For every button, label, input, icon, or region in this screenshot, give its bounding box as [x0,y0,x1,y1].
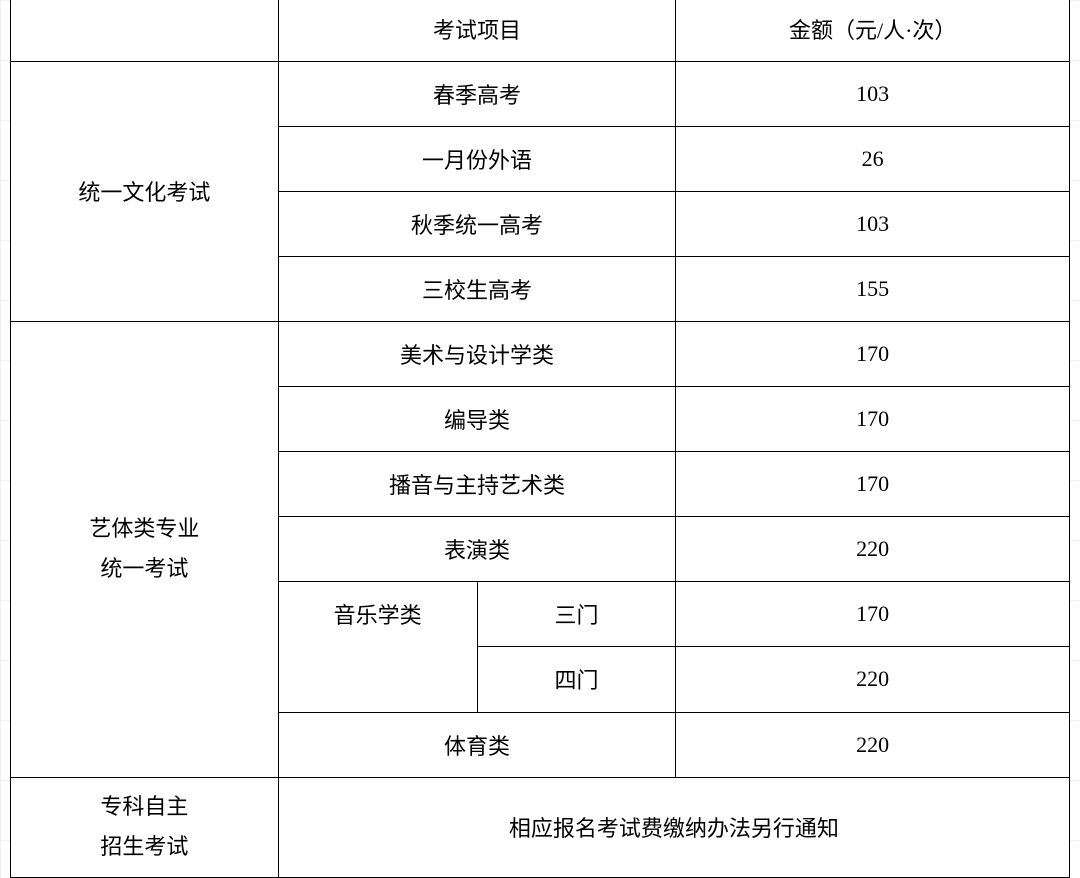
header-amount: 金额（元/人·次） [676,0,1070,61]
music-sub1: 三门 [477,582,675,647]
category-line2: 招生考试 [100,834,188,859]
item-cell: 编导类 [278,386,676,451]
item-cell: 体育类 [278,712,676,777]
header-category [11,0,279,61]
item-cell: 一月份外语 [278,126,676,191]
item-cell: 春季高考 [278,61,676,126]
category-cell-unified-culture: 统一文化考试 [11,61,279,321]
amount-cell: 155 [676,256,1070,321]
amount-cell: 220 [676,712,1070,777]
category-line1: 专科自主 [100,794,188,819]
amount-cell: 220 [676,516,1070,581]
fee-table: 考试项目 金额（元/人·次） 统一文化考试 春季高考 103 一月份外语 26 … [10,0,1070,878]
amount-cell: 103 [676,61,1070,126]
category-cell-vocational: 专科自主 招生考试 [11,777,279,877]
item-cell: 三校生高考 [278,256,676,321]
amount-cell: 170 [676,581,1070,647]
item-cell: 表演类 [278,516,676,581]
table-row: 专科自主 招生考试 相应报名考试费缴纳办法另行通知 [11,777,1070,877]
category-line2: 统一考试 [100,556,188,581]
item-cell: 秋季统一高考 [278,191,676,256]
amount-cell: 26 [676,126,1070,191]
item-cell: 播音与主持艺术类 [278,451,676,516]
category-cell-arts-sports: 艺体类专业 统一考试 [11,321,279,777]
table-row: 艺体类专业 统一考试 美术与设计学类 170 [11,321,1070,386]
music-label: 音乐学类 [279,582,477,647]
amount-cell: 170 [676,321,1070,386]
header-item: 考试项目 [278,0,676,61]
note-cell: 相应报名考试费缴纳办法另行通知 [278,777,1069,877]
music-sub2: 四门 [477,647,675,712]
table-header-row: 考试项目 金额（元/人·次） [11,0,1070,61]
item-cell-music: 音乐学类 三门 四门 [278,581,676,712]
item-cell: 美术与设计学类 [278,321,676,386]
amount-cell: 220 [676,647,1070,713]
amount-cell: 170 [676,386,1070,451]
amount-cell: 170 [676,451,1070,516]
category-line1: 艺体类专业 [89,516,199,541]
fee-table-container: 考试项目 金额（元/人·次） 统一文化考试 春季高考 103 一月份外语 26 … [10,0,1070,878]
table-row: 统一文化考试 春季高考 103 [11,61,1070,126]
amount-cell: 103 [676,191,1070,256]
